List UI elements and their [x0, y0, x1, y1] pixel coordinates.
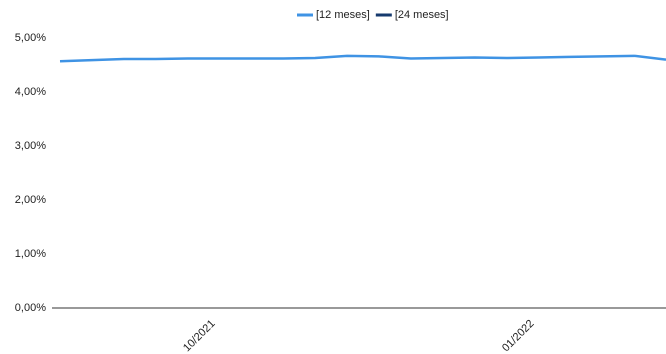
y-tick-label: 4,00%	[15, 86, 46, 98]
y-tick-label: 0,00%	[15, 302, 46, 314]
series-line	[59, 54, 666, 63]
legend-label: [12 meses]	[316, 9, 370, 21]
x-tick-label: 01/2022	[500, 318, 537, 354]
y-tick-label: 1,00%	[15, 248, 46, 260]
y-tick-label: 2,00%	[15, 194, 46, 206]
y-tick-label: 5,00%	[15, 32, 46, 44]
x-tick-label: 10/2021	[181, 318, 218, 354]
legend-label: [24 meses]	[395, 9, 449, 21]
y-tick-label: 3,00%	[15, 140, 46, 152]
